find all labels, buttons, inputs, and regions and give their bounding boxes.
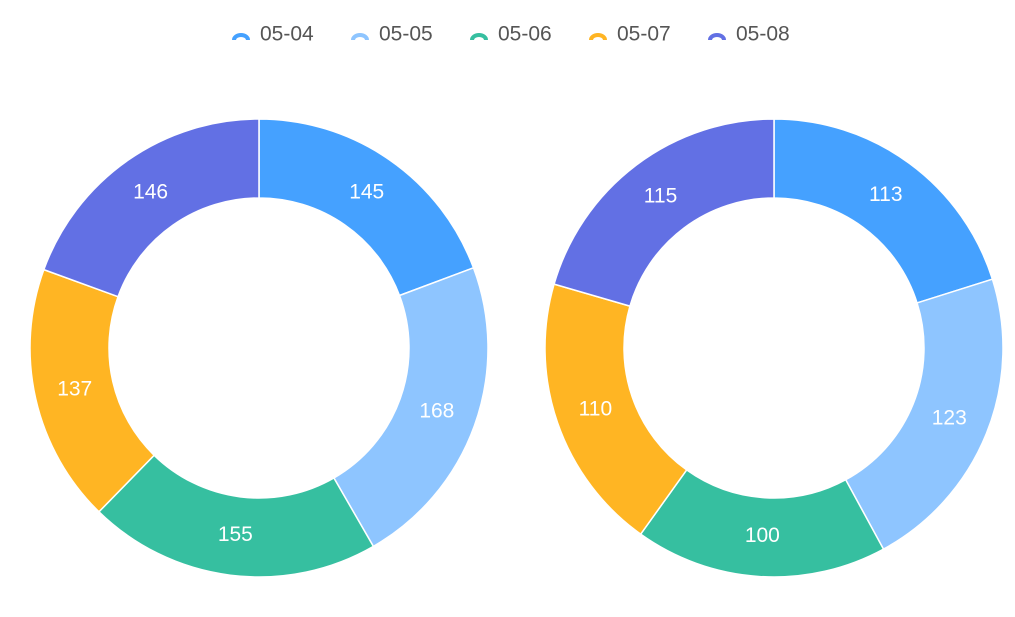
- legend-label: 05-06: [498, 23, 552, 46]
- data-label: 137: [57, 377, 92, 400]
- data-label: 110: [579, 397, 612, 420]
- legend-icon: [470, 33, 488, 40]
- data-label: 113: [869, 183, 902, 206]
- donut-slice: [544, 283, 688, 536]
- data-label: 100: [745, 524, 780, 547]
- donut-slice: [844, 278, 1004, 551]
- legend-icon: [708, 33, 726, 40]
- legend-icon: [351, 33, 369, 40]
- donut-slice: [773, 118, 994, 304]
- legend-label: 05-08: [736, 23, 790, 46]
- donut-slice: [332, 266, 489, 548]
- legend-label: 05-07: [617, 23, 671, 46]
- data-label: 145: [349, 180, 384, 203]
- data-label: 168: [419, 399, 454, 422]
- data-label: 115: [644, 184, 677, 207]
- donut-slice: [258, 118, 475, 297]
- donut-slice: [42, 118, 260, 298]
- legend-icon: [589, 33, 607, 40]
- donut-slice: [553, 118, 775, 308]
- data-label: 155: [218, 523, 253, 546]
- legend-icon: [232, 33, 250, 40]
- data-label: 123: [932, 406, 967, 429]
- donut-slice: [97, 454, 375, 578]
- legend-label: 05-04: [260, 23, 314, 46]
- legend-label: 05-05: [379, 23, 433, 46]
- data-label: 146: [133, 181, 168, 204]
